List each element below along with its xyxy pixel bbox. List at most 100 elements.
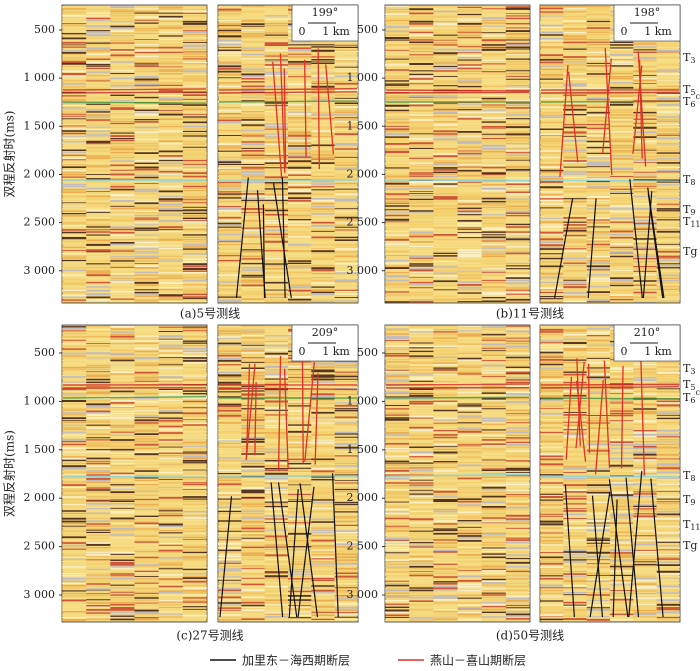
horizon-line — [62, 475, 207, 479]
y-tick-label: 1 000 — [347, 71, 379, 84]
fault-young — [575, 361, 585, 449]
y-tick-label: 2 500 — [24, 540, 56, 553]
horizon-line — [385, 383, 530, 386]
horizon-line — [385, 91, 530, 94]
y-tick-label: 1 500 — [24, 119, 56, 132]
seismic-texture — [385, 6, 530, 303]
fault-old — [587, 198, 597, 299]
horizon-label: Tg — [683, 539, 697, 552]
horizon-label: T11 — [683, 518, 700, 532]
horizon-letter: T — [683, 493, 691, 506]
y-tick-label: 500 — [34, 346, 55, 359]
horizon-letter: T — [683, 378, 691, 391]
seismic-texture — [218, 5, 358, 302]
fault-young — [279, 53, 286, 173]
seismic-texture — [540, 8, 680, 303]
scale-start: 0 — [621, 345, 628, 358]
fault-old — [219, 496, 233, 618]
horizon-line — [540, 91, 680, 94]
y-tick-label: 2 500 — [347, 540, 379, 553]
fault-old — [299, 483, 319, 618]
fault-young — [277, 356, 282, 471]
fault-old — [297, 486, 315, 618]
y-tick-label: 2 000 — [347, 491, 379, 504]
horizon-line — [62, 101, 207, 104]
fault-young — [620, 365, 624, 469]
seismic-texture — [218, 325, 358, 622]
fault-young — [245, 363, 256, 461]
fault-young — [594, 379, 604, 475]
horizon-sub: 8 — [690, 474, 695, 483]
azimuth-label: 209° — [312, 326, 339, 339]
horizon-line — [540, 386, 680, 389]
y-tick-label: 1 500 — [347, 443, 379, 456]
horizon-line — [218, 91, 358, 94]
fault-young — [567, 71, 579, 163]
fault-young — [575, 380, 587, 462]
azimuth-label: 199° — [312, 6, 339, 19]
fault-young — [637, 51, 647, 167]
y-tick-label: 2 000 — [347, 167, 379, 180]
seismic-texture — [61, 325, 207, 619]
horizon-sub: 5 — [690, 88, 695, 97]
horizon-sup: c — [695, 388, 700, 397]
horizon-label: T8 — [683, 173, 695, 187]
azimuth-label: 198° — [634, 6, 661, 19]
horizon-label: T5 — [683, 378, 695, 392]
seismic-texture — [540, 6, 680, 300]
horizon-line — [385, 396, 530, 399]
y-tick-label: 3 000 — [347, 264, 379, 277]
fault-young — [245, 363, 251, 458]
horizon-sup: c — [695, 92, 700, 101]
fault-young — [588, 363, 591, 454]
seismic-texture — [61, 325, 207, 618]
y-tick-label: 1 000 — [24, 394, 56, 407]
fault-old — [591, 495, 604, 618]
horizon-line — [218, 100, 358, 103]
seismic-texture — [540, 326, 680, 618]
seismic-texture — [540, 7, 680, 303]
y-tick-label: 1 000 — [24, 71, 56, 84]
fault-young — [272, 61, 283, 179]
seismic-texture — [61, 6, 207, 298]
horizon-line — [540, 179, 680, 182]
seismic-texture — [540, 5, 680, 300]
fault-young — [304, 361, 316, 462]
y-tick-label: 500 — [357, 23, 378, 36]
seismic-texture — [61, 5, 207, 303]
seismic-texture — [385, 326, 530, 619]
fault-young — [565, 376, 573, 460]
fault-young — [604, 47, 613, 176]
horizon-label: T5 — [683, 83, 695, 97]
panel-caption: (d)50号测线 — [496, 629, 564, 643]
seismic-texture — [218, 325, 358, 619]
horizon-sub: 6 — [690, 396, 695, 405]
seismic-texture — [61, 326, 207, 621]
y-tick-label: 1 500 — [347, 119, 379, 132]
legend-label: 加里东－海西期断层 — [242, 653, 350, 668]
seismic-texture — [61, 12, 207, 300]
horizon-line — [540, 100, 680, 103]
horizon-line — [62, 88, 207, 91]
horizon-letter: T — [683, 203, 691, 216]
fault-young — [283, 368, 289, 470]
seismic-texture — [218, 5, 358, 303]
horizon-line — [62, 396, 207, 399]
fault-old — [564, 484, 575, 618]
seismic-texture — [540, 326, 680, 618]
seismic-texture — [385, 8, 530, 301]
horizon-label: T11 — [683, 215, 700, 229]
horizon-letter: T — [683, 518, 691, 531]
horizon-letter: T — [683, 51, 691, 64]
fault-old — [608, 479, 629, 618]
y-tick-label: 1 500 — [24, 443, 56, 456]
panel-caption: (c)27号测线 — [176, 629, 243, 643]
fault-old — [650, 478, 664, 618]
azimuth-label: 210° — [634, 326, 661, 339]
horizon-sub: 11 — [690, 523, 700, 532]
horizon-sub: 8 — [690, 178, 695, 187]
seismic-texture — [540, 330, 680, 620]
horizon-label: T8 — [683, 469, 695, 483]
horizon-line — [218, 387, 358, 391]
